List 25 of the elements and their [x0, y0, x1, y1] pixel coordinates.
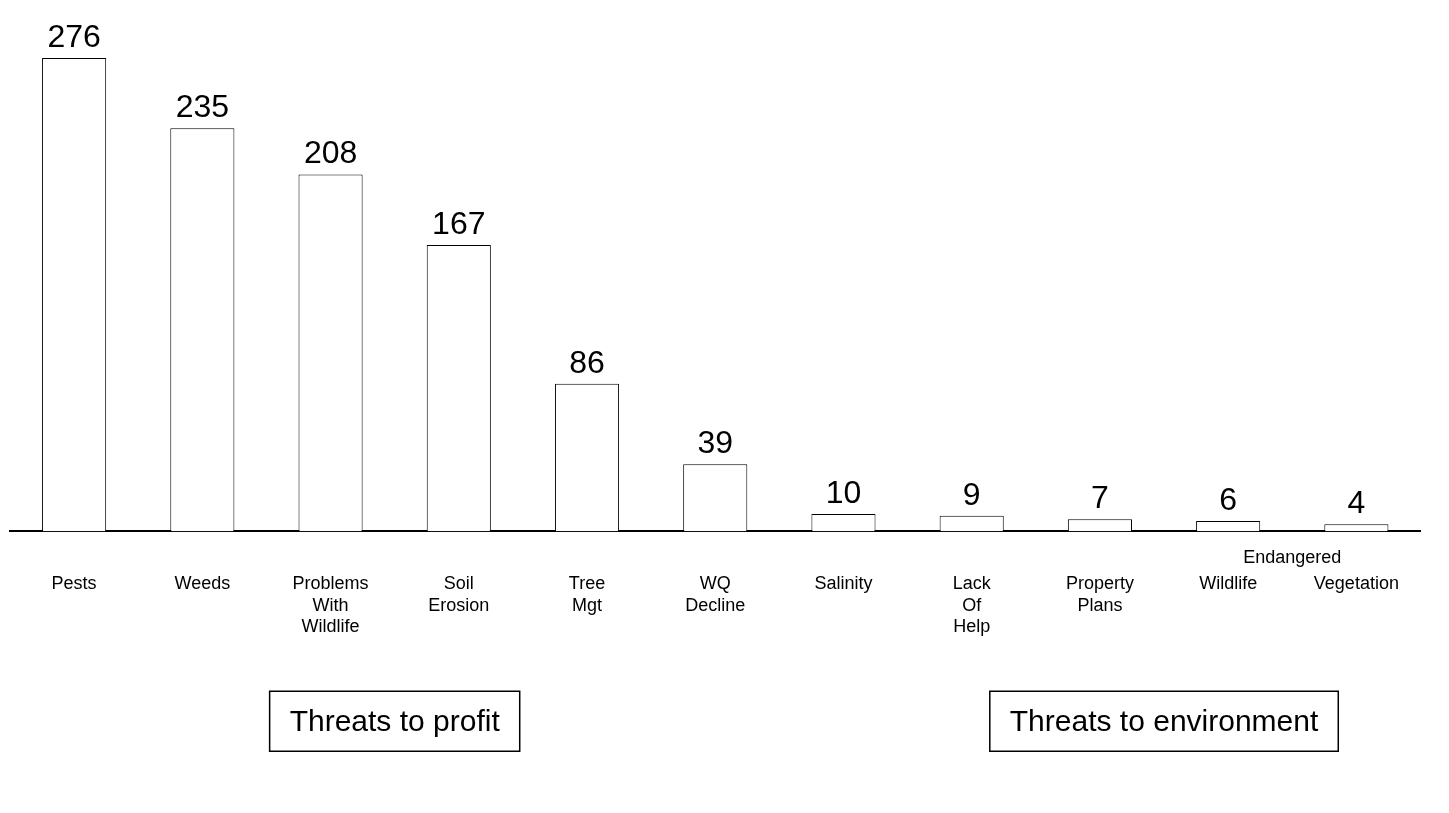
- data-label: 10: [825, 473, 862, 510]
- data-label: 235: [175, 88, 230, 125]
- x-tick-label: Problems With Wildlife: [292, 572, 369, 637]
- x-tick-label: Weeds: [174, 572, 231, 593]
- data-label: 9: [962, 475, 981, 512]
- x-tick-label: Salinity: [814, 572, 873, 593]
- data-label: 6: [1219, 480, 1238, 517]
- x-tick-label: Soil Erosion: [428, 572, 490, 615]
- text: Threats to profit: [289, 704, 501, 738]
- data-label: 39: [697, 424, 734, 461]
- data-label: 276: [47, 17, 101, 54]
- x-tick-label: Pests: [51, 572, 97, 593]
- text: Threats to environment: [1009, 704, 1319, 738]
- data-label: 208: [303, 134, 358, 171]
- data-label: 167: [432, 204, 486, 241]
- x-tick-label: WQ Decline: [685, 572, 746, 615]
- data-label: 86: [569, 343, 605, 380]
- x-tick-label: Property Plans: [1065, 572, 1134, 615]
- text: Endangered: [1243, 547, 1342, 568]
- x-tick-label: Vegetation: [1313, 572, 1399, 593]
- data-label: 7: [1091, 479, 1109, 516]
- x-tick-label: Tree Mgt: [568, 572, 606, 615]
- x-tick-label: Wildlife: [1199, 572, 1258, 593]
- x-tick-label: Lack Of Help: [952, 572, 992, 637]
- data-label: 4: [1347, 484, 1366, 521]
